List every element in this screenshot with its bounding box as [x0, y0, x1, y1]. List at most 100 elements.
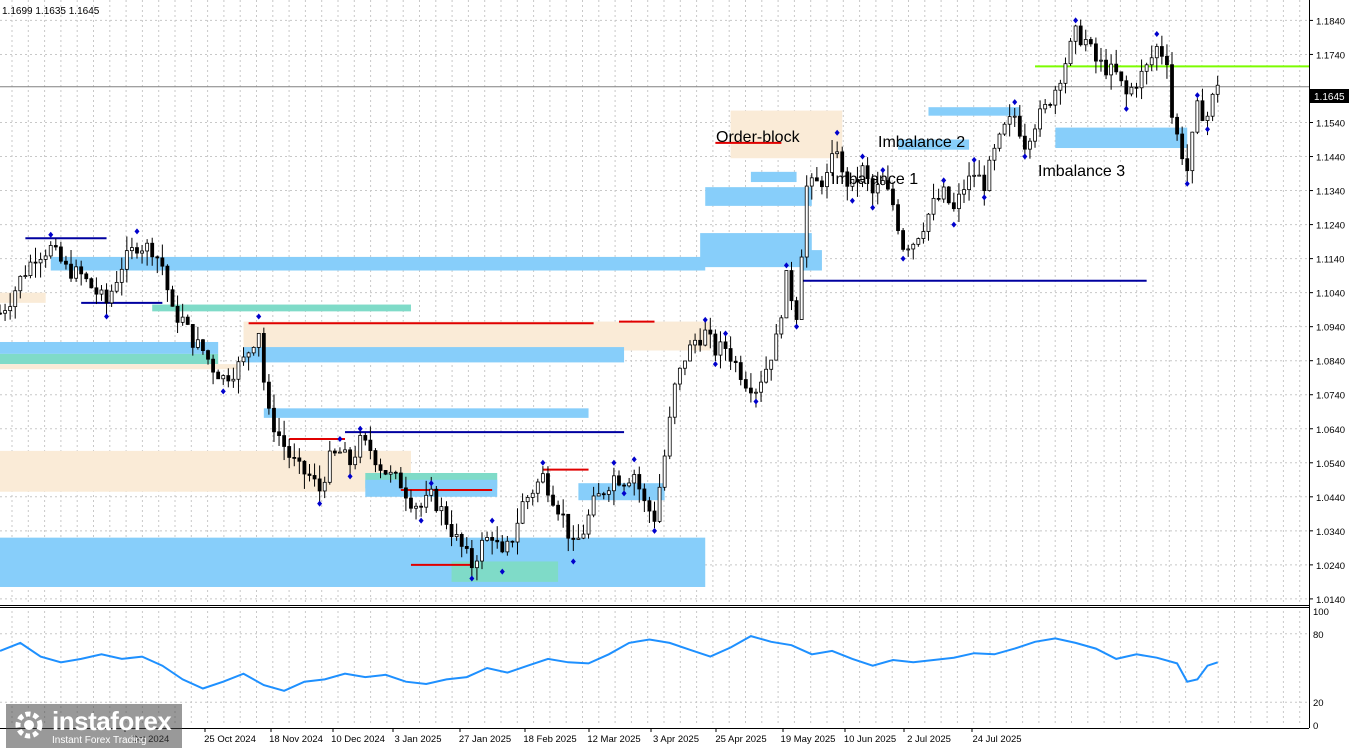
pivot-marker [104, 313, 110, 320]
pivot-marker [971, 156, 977, 163]
candle-body [1043, 104, 1048, 110]
candle-body [1144, 64, 1149, 72]
candle-body [469, 548, 474, 569]
pivot-marker [652, 527, 657, 534]
candle-body [104, 289, 109, 304]
candle-body [1170, 64, 1174, 118]
pivot-marker [317, 500, 323, 507]
osc-tick-label: 80 [1313, 630, 1324, 641]
candle-body [84, 273, 89, 280]
pivot-marker [880, 167, 886, 174]
pivot-marker [753, 398, 759, 405]
candle-body [596, 493, 601, 497]
candle-body [64, 260, 68, 265]
price-tick-label: 1.1740 [1316, 50, 1345, 61]
current-price-label: 1.1645 [1314, 92, 1345, 103]
pivot-marker [540, 459, 546, 466]
candle-body [916, 238, 921, 245]
candle-body [1154, 46, 1159, 59]
candle-body [759, 381, 763, 393]
price-axis[interactable]: 1.1840 1.1740 1.1540 1.1440 1.1340 1.1240 1.11… [1309, 16, 1345, 606]
candle-body [982, 174, 987, 192]
candle-body [1114, 63, 1119, 73]
candle-body [688, 344, 692, 362]
pivot-marker [900, 255, 906, 262]
candle-body [69, 263, 73, 279]
candle-body [951, 202, 956, 210]
candle-body [358, 435, 363, 458]
price-tick-label: 1.0140 [1316, 595, 1345, 606]
pivot-marker [702, 316, 708, 323]
candle-body [480, 539, 484, 562]
candle-body [571, 537, 576, 540]
candle-body [119, 268, 124, 283]
instaforex-logo-icon [15, 711, 43, 739]
pivot-markers-layer [48, 17, 1211, 582]
candle-body [145, 242, 150, 252]
candle-body [530, 492, 535, 498]
candle-body [652, 510, 657, 522]
zones-layer [0, 107, 1188, 587]
price-tick-label: 1.1440 [1316, 153, 1345, 164]
candle-body [94, 287, 99, 295]
candle-body [500, 541, 505, 553]
candle-body [155, 256, 160, 259]
candle-body [967, 175, 971, 191]
candle-body [211, 358, 215, 373]
candle-body [13, 290, 18, 308]
candle-body [353, 456, 358, 466]
candle-body [267, 381, 271, 409]
candle-body [246, 352, 251, 358]
price-tick-label: 1.0740 [1316, 391, 1345, 402]
time-tick-label: 18 Feb 2025 [523, 734, 576, 745]
candle-body [490, 537, 495, 541]
candle-body [799, 256, 804, 320]
imbalance-zone [700, 233, 812, 268]
candle-body [698, 339, 703, 346]
candle-body [48, 245, 53, 257]
candle-body [114, 281, 119, 292]
candle-body [312, 475, 317, 480]
candle-body [18, 275, 23, 292]
candle-body [1149, 57, 1154, 66]
candle-body [957, 193, 961, 210]
candle-body [997, 133, 1002, 149]
time-tick-label: 10 Dec 2024 [331, 734, 385, 745]
candle-body [556, 504, 561, 515]
imbalance-zone [1055, 127, 1188, 149]
pivot-marker [849, 197, 855, 204]
candle-body [1083, 39, 1088, 46]
candle-body [606, 490, 611, 495]
candle-body [1048, 104, 1053, 106]
candle-body [576, 537, 581, 540]
pivot-marker [1123, 105, 1129, 112]
candle-body [282, 435, 287, 447]
price-tick-label: 1.1240 [1316, 221, 1345, 232]
pivot-marker [631, 456, 637, 463]
price-tick-label: 1.0840 [1316, 357, 1345, 368]
candle-body [1129, 86, 1134, 95]
pivot-marker [570, 558, 576, 565]
price-tick-label: 1.0640 [1316, 425, 1345, 436]
candle-body [693, 339, 697, 346]
candle-body [1078, 25, 1083, 46]
candle-body [972, 174, 977, 177]
candle-body [23, 275, 28, 277]
price-tick-label: 1.0940 [1316, 323, 1345, 334]
candle-body [74, 266, 79, 279]
candle-body [327, 450, 332, 483]
imbalance-zone [0, 341, 219, 354]
candle-body [429, 488, 434, 496]
candle-body [231, 378, 236, 382]
candle-body [804, 185, 809, 258]
candle-body [632, 474, 637, 484]
candle-body [885, 180, 890, 190]
candle-body [586, 514, 591, 535]
candle-body [637, 474, 642, 490]
candle-body [1099, 59, 1103, 62]
candle-body [566, 513, 571, 539]
candle-body [1109, 63, 1114, 76]
order_block-zone [0, 364, 239, 370]
